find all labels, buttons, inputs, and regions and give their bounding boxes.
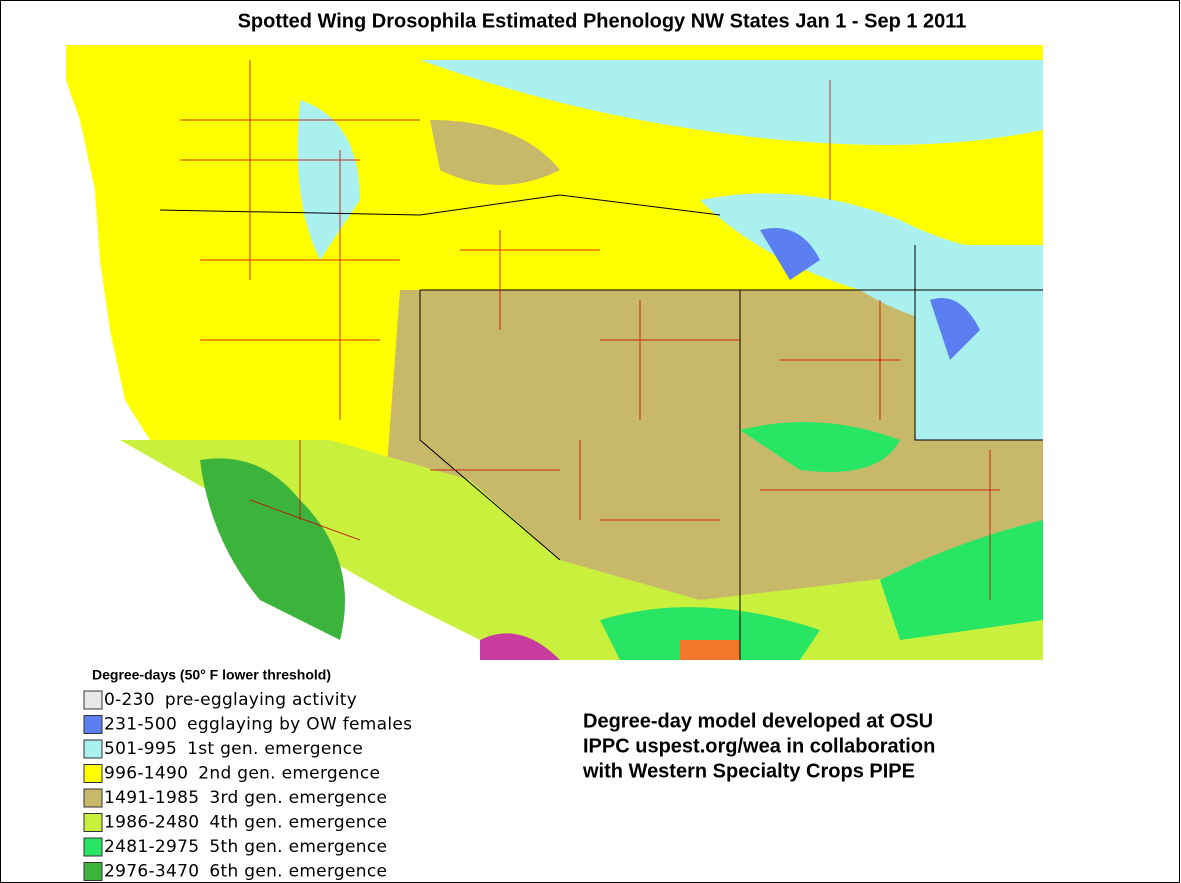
legend: 0-230 pre-egglaying activity 231-500 egglay… — [83, 690, 412, 882]
legend-label: 501-995 1st gen. emergence — [104, 739, 363, 759]
legend-range: 2481-2975 — [104, 837, 199, 857]
credit-line: IPPC uspest.org/wea in collaboration — [583, 735, 935, 757]
legend-range: 1491-1985 — [104, 788, 199, 808]
legend-range: 0-230 — [104, 690, 155, 710]
credit-line: Degree-day model developed at OSU — [583, 710, 933, 732]
legend-range: 996-1490 — [104, 764, 188, 784]
legend-description: 1st gen. emergence — [187, 739, 363, 759]
legend-label: 2976-3470 6th gen. emergence — [104, 862, 387, 882]
legend-label: 0-230 pre-egglaying activity — [104, 690, 357, 710]
legend-description: pre-egglaying activity — [165, 690, 357, 710]
credit-line: with Western Specialty Crops PIPE — [582, 760, 915, 782]
legend-swatch — [83, 739, 103, 759]
legend-label: 231-500 egglaying by OW females — [104, 715, 412, 735]
legend-swatch — [83, 715, 103, 734]
legend-range: 2976-3470 — [104, 862, 199, 882]
legend-description: 6th gen. emergence — [209, 862, 387, 882]
legend-description: egglaying by OW females — [187, 715, 412, 735]
legend-label: 996-1490 2nd gen. emergence — [104, 764, 380, 784]
legend-title: Degree-days (50° F lower threshold) — [92, 667, 331, 683]
legend-range: 501-995 — [104, 739, 177, 759]
legend-range: 1986-2480 — [104, 813, 199, 833]
legend-description: 5th gen. emergence — [209, 837, 387, 857]
legend-swatch — [83, 813, 103, 832]
legend-range: 231-500 — [104, 715, 177, 735]
map-title: Spotted Wing Drosophila Estimated Phenol… — [238, 10, 967, 32]
legend-description: 4th gen. emergence — [209, 813, 387, 833]
legend-label: 1986-2480 4th gen. emergence — [104, 813, 387, 833]
map — [66, 45, 1043, 660]
credit: Degree-day model developed at OSU IPPC us… — [582, 710, 935, 782]
legend-description: 3rd gen. emergence — [209, 788, 387, 808]
legend-swatch — [83, 764, 103, 783]
legend-swatch — [83, 690, 103, 710]
legend-swatch — [83, 837, 103, 857]
legend-swatch — [83, 862, 103, 881]
legend-description: 2nd gen. emergence — [198, 764, 380, 784]
legend-label: 2481-2975 5th gen. emergence — [104, 837, 387, 857]
legend-swatch — [83, 788, 103, 808]
legend-label: 1491-1985 3rd gen. emergence — [104, 788, 387, 808]
